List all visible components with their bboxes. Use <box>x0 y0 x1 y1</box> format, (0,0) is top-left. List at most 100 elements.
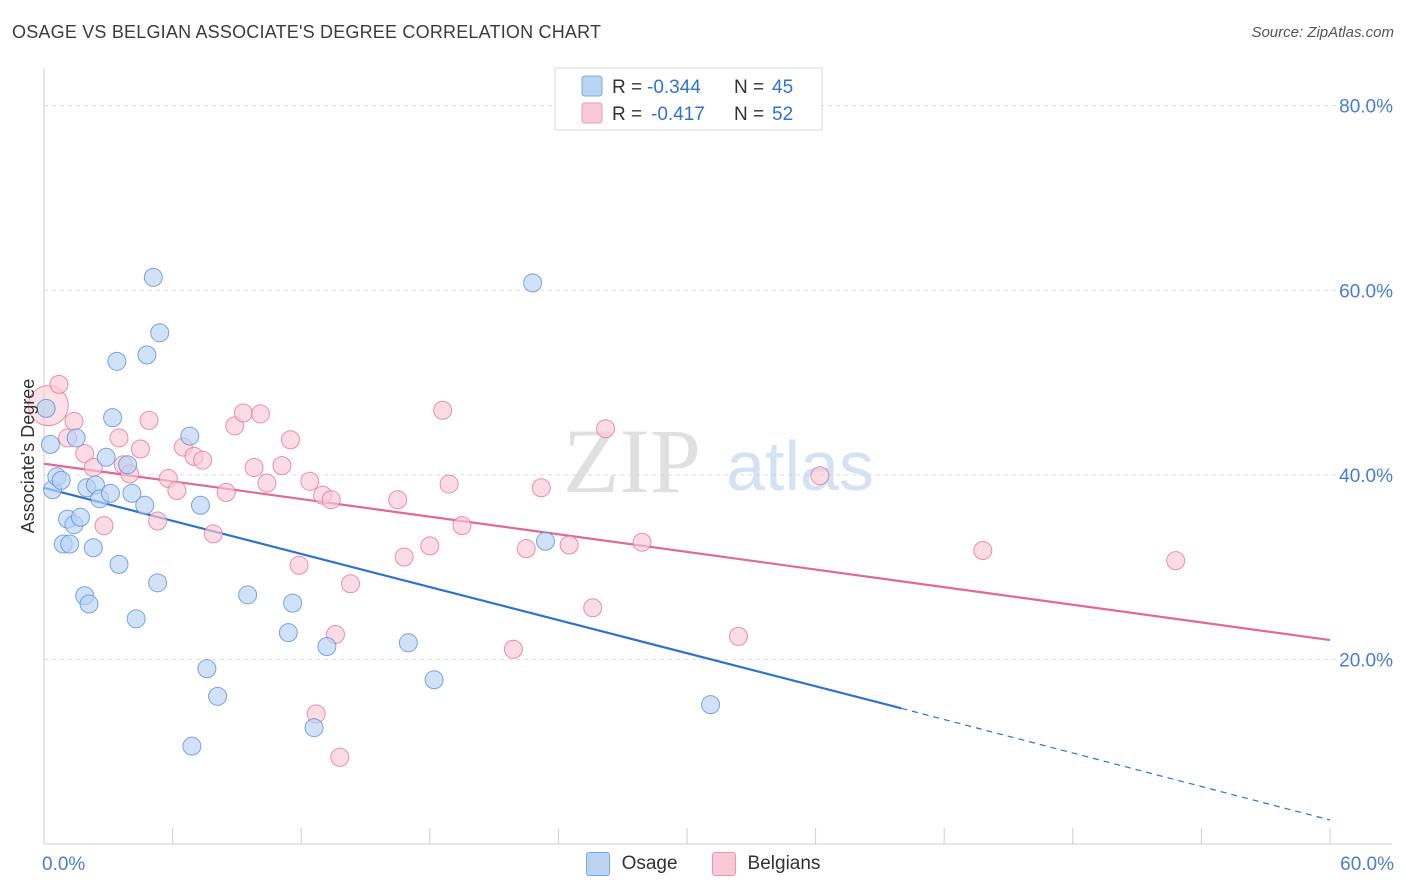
point-osage <box>79 594 99 614</box>
point-belgians <box>420 536 440 556</box>
point-belgians <box>64 411 84 431</box>
point-belgians <box>280 430 300 450</box>
point-belgians <box>433 400 453 420</box>
watermark-atlas: atlas <box>726 427 874 505</box>
point-belgians <box>340 574 360 594</box>
point-osage <box>701 695 721 715</box>
point-osage <box>208 686 228 706</box>
point-belgians <box>388 490 408 510</box>
point-belgians <box>203 524 223 544</box>
point-osage <box>135 495 155 515</box>
point-osage <box>70 507 90 527</box>
point-osage <box>118 455 138 475</box>
point-belgians <box>139 410 159 430</box>
point-osage <box>278 623 298 643</box>
point-belgians <box>300 471 320 491</box>
point-belgians <box>394 547 414 567</box>
point-osage <box>126 609 146 629</box>
chart-title: OSAGE VS BELGIAN ASSOCIATE'S DEGREE CORR… <box>12 22 602 42</box>
legend-swatch-osage <box>581 75 603 97</box>
point-osage <box>109 554 129 574</box>
point-osage <box>36 398 56 418</box>
x-tick-label: 60.0% <box>1340 854 1394 875</box>
point-belgians <box>272 456 292 476</box>
point-belgians <box>244 457 264 477</box>
watermark: ZIP atlas <box>563 410 874 512</box>
legend-r-label-osage: R = <box>612 77 647 98</box>
point-osage <box>148 573 168 593</box>
legend-swatch-belgians <box>581 102 603 124</box>
axes <box>43 68 1392 845</box>
trend-line-belgians <box>43 462 1331 642</box>
y-tick-label: 80.0% <box>1339 97 1393 118</box>
point-osage <box>304 718 324 738</box>
point-osage <box>536 531 556 551</box>
point-belgians <box>109 428 129 448</box>
legend-r-value-belgians: -0.417 <box>651 104 705 125</box>
legend-item-osage: Osage <box>585 852 678 876</box>
point-osage <box>103 408 123 428</box>
point-belgians <box>193 450 213 470</box>
point-osage <box>197 659 217 679</box>
chart-source: Source: ZipAtlas.com <box>1251 24 1394 41</box>
point-osage <box>190 495 210 515</box>
point-belgians <box>257 473 277 493</box>
data-points <box>27 267 1186 767</box>
legend-item-belgians: Belgians <box>711 852 821 876</box>
point-belgians <box>516 539 536 559</box>
legend-r-value-osage: -0.344 <box>647 77 701 98</box>
point-osage <box>424 670 444 690</box>
y-tick-label: 60.0% <box>1339 281 1393 302</box>
point-osage <box>122 483 142 503</box>
point-osage <box>180 426 200 446</box>
legend-swatch-belgians-bottom <box>711 852 736 876</box>
point-belgians <box>439 474 459 494</box>
point-belgians <box>503 639 523 659</box>
point-belgians <box>321 490 341 510</box>
point-belgians <box>75 444 95 464</box>
point-belgians <box>632 532 652 552</box>
point-osage <box>143 267 163 287</box>
trend-lines <box>43 462 1331 821</box>
point-belgians <box>728 626 748 646</box>
point-belgians <box>596 419 616 439</box>
point-belgians <box>233 403 253 423</box>
trend-line-osage-extension <box>901 707 1331 821</box>
point-belgians <box>810 466 830 486</box>
point-osage <box>96 447 116 467</box>
legend-n-value-osage: 45 <box>772 77 793 98</box>
point-osage <box>283 593 303 613</box>
point-belgians <box>1166 551 1186 571</box>
bottom-legend: Osage Belgians <box>0 852 1406 876</box>
legend-label-belgians: Belgians <box>747 853 821 874</box>
tick-labels: 20.0% 40.0% 60.0% 80.0% 0.0% 60.0% <box>42 97 1394 875</box>
x-tick-label: 0.0% <box>42 854 85 875</box>
point-belgians <box>130 439 150 459</box>
point-belgians <box>330 747 350 767</box>
trend-line-osage <box>43 486 902 710</box>
legend-label-osage: Osage <box>621 853 678 874</box>
point-osage <box>523 273 543 293</box>
point-belgians <box>559 535 579 555</box>
point-osage <box>107 351 127 371</box>
legend-n-label-osage: N = <box>734 77 769 98</box>
point-belgians <box>167 481 187 501</box>
legend-n-value-belgians: 52 <box>772 104 793 125</box>
point-osage <box>182 736 202 756</box>
y-axis-label: Associate's Degree <box>18 379 38 534</box>
point-osage <box>51 470 71 490</box>
point-belgians <box>973 541 993 561</box>
point-osage <box>100 483 120 503</box>
point-belgians <box>148 511 168 531</box>
point-osage <box>238 585 258 605</box>
watermark-zip: ZIP <box>563 410 701 512</box>
point-belgians <box>452 516 472 536</box>
point-belgians <box>531 478 551 498</box>
point-osage <box>398 633 418 653</box>
legend-n-label-belgians: N = <box>734 104 769 125</box>
point-belgians <box>289 555 309 575</box>
point-osage <box>60 534 80 554</box>
point-belgians <box>94 516 114 536</box>
point-osage <box>83 538 103 558</box>
